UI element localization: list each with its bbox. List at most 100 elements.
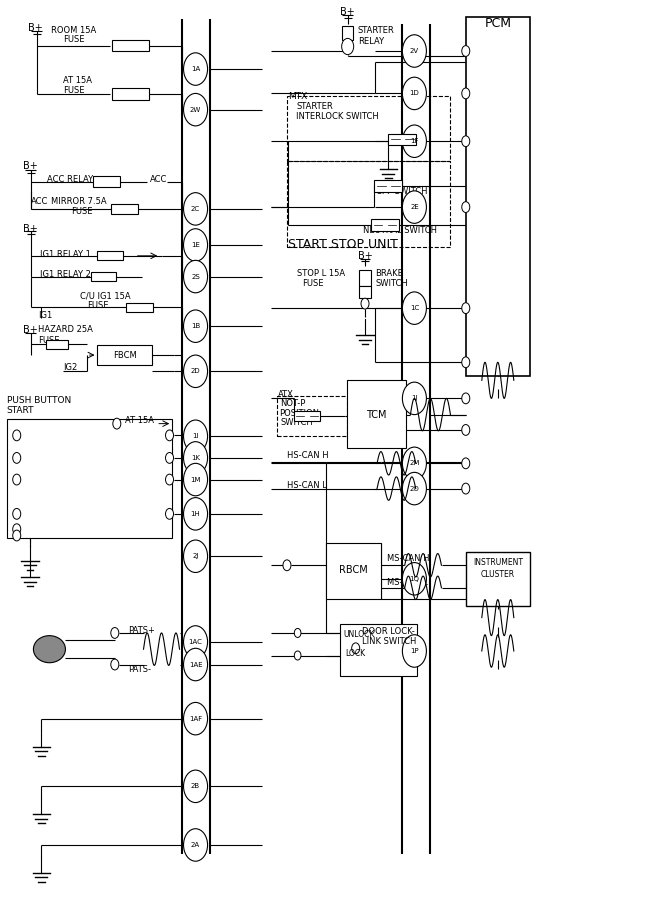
Text: START STOP UNIT: START STOP UNIT — [288, 239, 398, 252]
Text: MTX: MTX — [288, 91, 308, 100]
Text: MS-CAN L: MS-CAN L — [387, 578, 427, 587]
Text: C/U IG1 15A: C/U IG1 15A — [80, 291, 131, 300]
Circle shape — [184, 229, 208, 262]
Bar — [91, 272, 116, 281]
Text: B+: B+ — [23, 161, 38, 171]
Text: MIRROR 7.5A: MIRROR 7.5A — [52, 197, 107, 206]
Circle shape — [403, 634, 426, 667]
Circle shape — [403, 563, 426, 595]
Text: ACC: ACC — [31, 197, 48, 206]
Circle shape — [184, 648, 208, 681]
Circle shape — [403, 125, 426, 157]
Circle shape — [294, 651, 301, 660]
Bar — [375, 180, 403, 192]
Circle shape — [13, 530, 21, 541]
Circle shape — [462, 393, 470, 404]
Text: SWITCH: SWITCH — [375, 280, 408, 289]
FancyBboxPatch shape — [466, 16, 530, 376]
Text: ATX: ATX — [350, 386, 366, 395]
Ellipse shape — [34, 635, 66, 662]
Text: 1D: 1D — [409, 90, 419, 97]
Bar — [96, 252, 123, 261]
Text: INSTRUMENT: INSTRUMENT — [473, 558, 523, 567]
Text: ACC RELAY: ACC RELAY — [47, 175, 93, 184]
Text: 2E: 2E — [410, 205, 419, 210]
Text: 1K: 1K — [191, 455, 200, 461]
Circle shape — [165, 509, 174, 519]
Text: START: START — [7, 405, 34, 414]
Circle shape — [184, 261, 208, 293]
Text: 1H: 1H — [191, 510, 200, 517]
Circle shape — [165, 452, 174, 463]
Text: 1AF: 1AF — [189, 716, 202, 721]
Circle shape — [462, 303, 470, 313]
Circle shape — [13, 474, 21, 485]
Circle shape — [13, 524, 21, 535]
Circle shape — [13, 509, 21, 519]
Circle shape — [403, 292, 426, 324]
Text: DOOR LOCK-: DOOR LOCK- — [362, 626, 415, 635]
Text: 1I: 1I — [192, 433, 199, 439]
Text: B+: B+ — [358, 251, 373, 261]
Text: RBCM: RBCM — [339, 565, 368, 575]
Circle shape — [462, 458, 470, 469]
Text: 1A: 1A — [191, 66, 200, 72]
Text: HAZARD 25A: HAZARD 25A — [38, 325, 93, 334]
Bar — [342, 25, 353, 40]
Text: B+: B+ — [23, 224, 38, 233]
Text: STOP L 15A: STOP L 15A — [297, 270, 345, 279]
Circle shape — [111, 627, 119, 638]
Text: 2B: 2B — [191, 784, 200, 789]
Text: 2S: 2S — [191, 273, 200, 280]
Circle shape — [184, 498, 208, 530]
Circle shape — [184, 310, 208, 342]
Text: HS-CAN L: HS-CAN L — [287, 481, 327, 491]
Text: FUSE: FUSE — [38, 336, 60, 345]
FancyBboxPatch shape — [97, 345, 152, 365]
FancyBboxPatch shape — [326, 543, 381, 599]
Bar — [46, 339, 68, 348]
Bar — [112, 40, 149, 52]
Text: PATS-: PATS- — [128, 665, 151, 674]
Circle shape — [111, 659, 119, 670]
Text: ATX: ATX — [277, 390, 293, 399]
Text: 2O: 2O — [409, 486, 419, 491]
Text: 1E: 1E — [191, 242, 200, 248]
Text: HS-CAN H: HS-CAN H — [287, 451, 328, 460]
Text: POSITION: POSITION — [279, 409, 319, 418]
FancyBboxPatch shape — [347, 380, 406, 448]
Text: UNLOCK: UNLOCK — [344, 630, 375, 639]
Circle shape — [13, 452, 21, 463]
Bar — [126, 303, 153, 311]
Text: STARTER: STARTER — [358, 25, 395, 34]
Circle shape — [184, 420, 208, 452]
Text: 1B: 1B — [191, 323, 200, 329]
Circle shape — [462, 424, 470, 435]
Circle shape — [184, 93, 208, 126]
Circle shape — [462, 88, 470, 99]
Text: 1F: 1F — [410, 138, 419, 144]
Circle shape — [342, 38, 354, 54]
Circle shape — [184, 625, 208, 658]
Circle shape — [462, 202, 470, 213]
Text: FUSE: FUSE — [87, 301, 109, 310]
Circle shape — [165, 430, 174, 441]
Text: 1AE: 1AE — [189, 662, 202, 668]
Text: 1C: 1C — [410, 305, 419, 311]
Circle shape — [184, 442, 208, 474]
Circle shape — [361, 299, 369, 309]
Text: 2M: 2M — [409, 461, 419, 466]
Circle shape — [462, 357, 470, 367]
Text: 2D: 2D — [191, 368, 200, 375]
Text: SWITCH: SWITCH — [280, 418, 313, 427]
Text: IG1 RELAY 2: IG1 RELAY 2 — [40, 271, 91, 280]
Text: LOCK: LOCK — [346, 649, 366, 658]
Bar — [371, 219, 399, 231]
Text: NEUTRAL SWITCH: NEUTRAL SWITCH — [363, 226, 437, 235]
Text: CLUSTER: CLUSTER — [481, 570, 515, 579]
Circle shape — [184, 355, 208, 387]
Circle shape — [462, 136, 470, 147]
Text: 1P: 1P — [410, 648, 419, 654]
Circle shape — [352, 643, 360, 653]
Text: ROOM 15A: ROOM 15A — [52, 25, 96, 34]
